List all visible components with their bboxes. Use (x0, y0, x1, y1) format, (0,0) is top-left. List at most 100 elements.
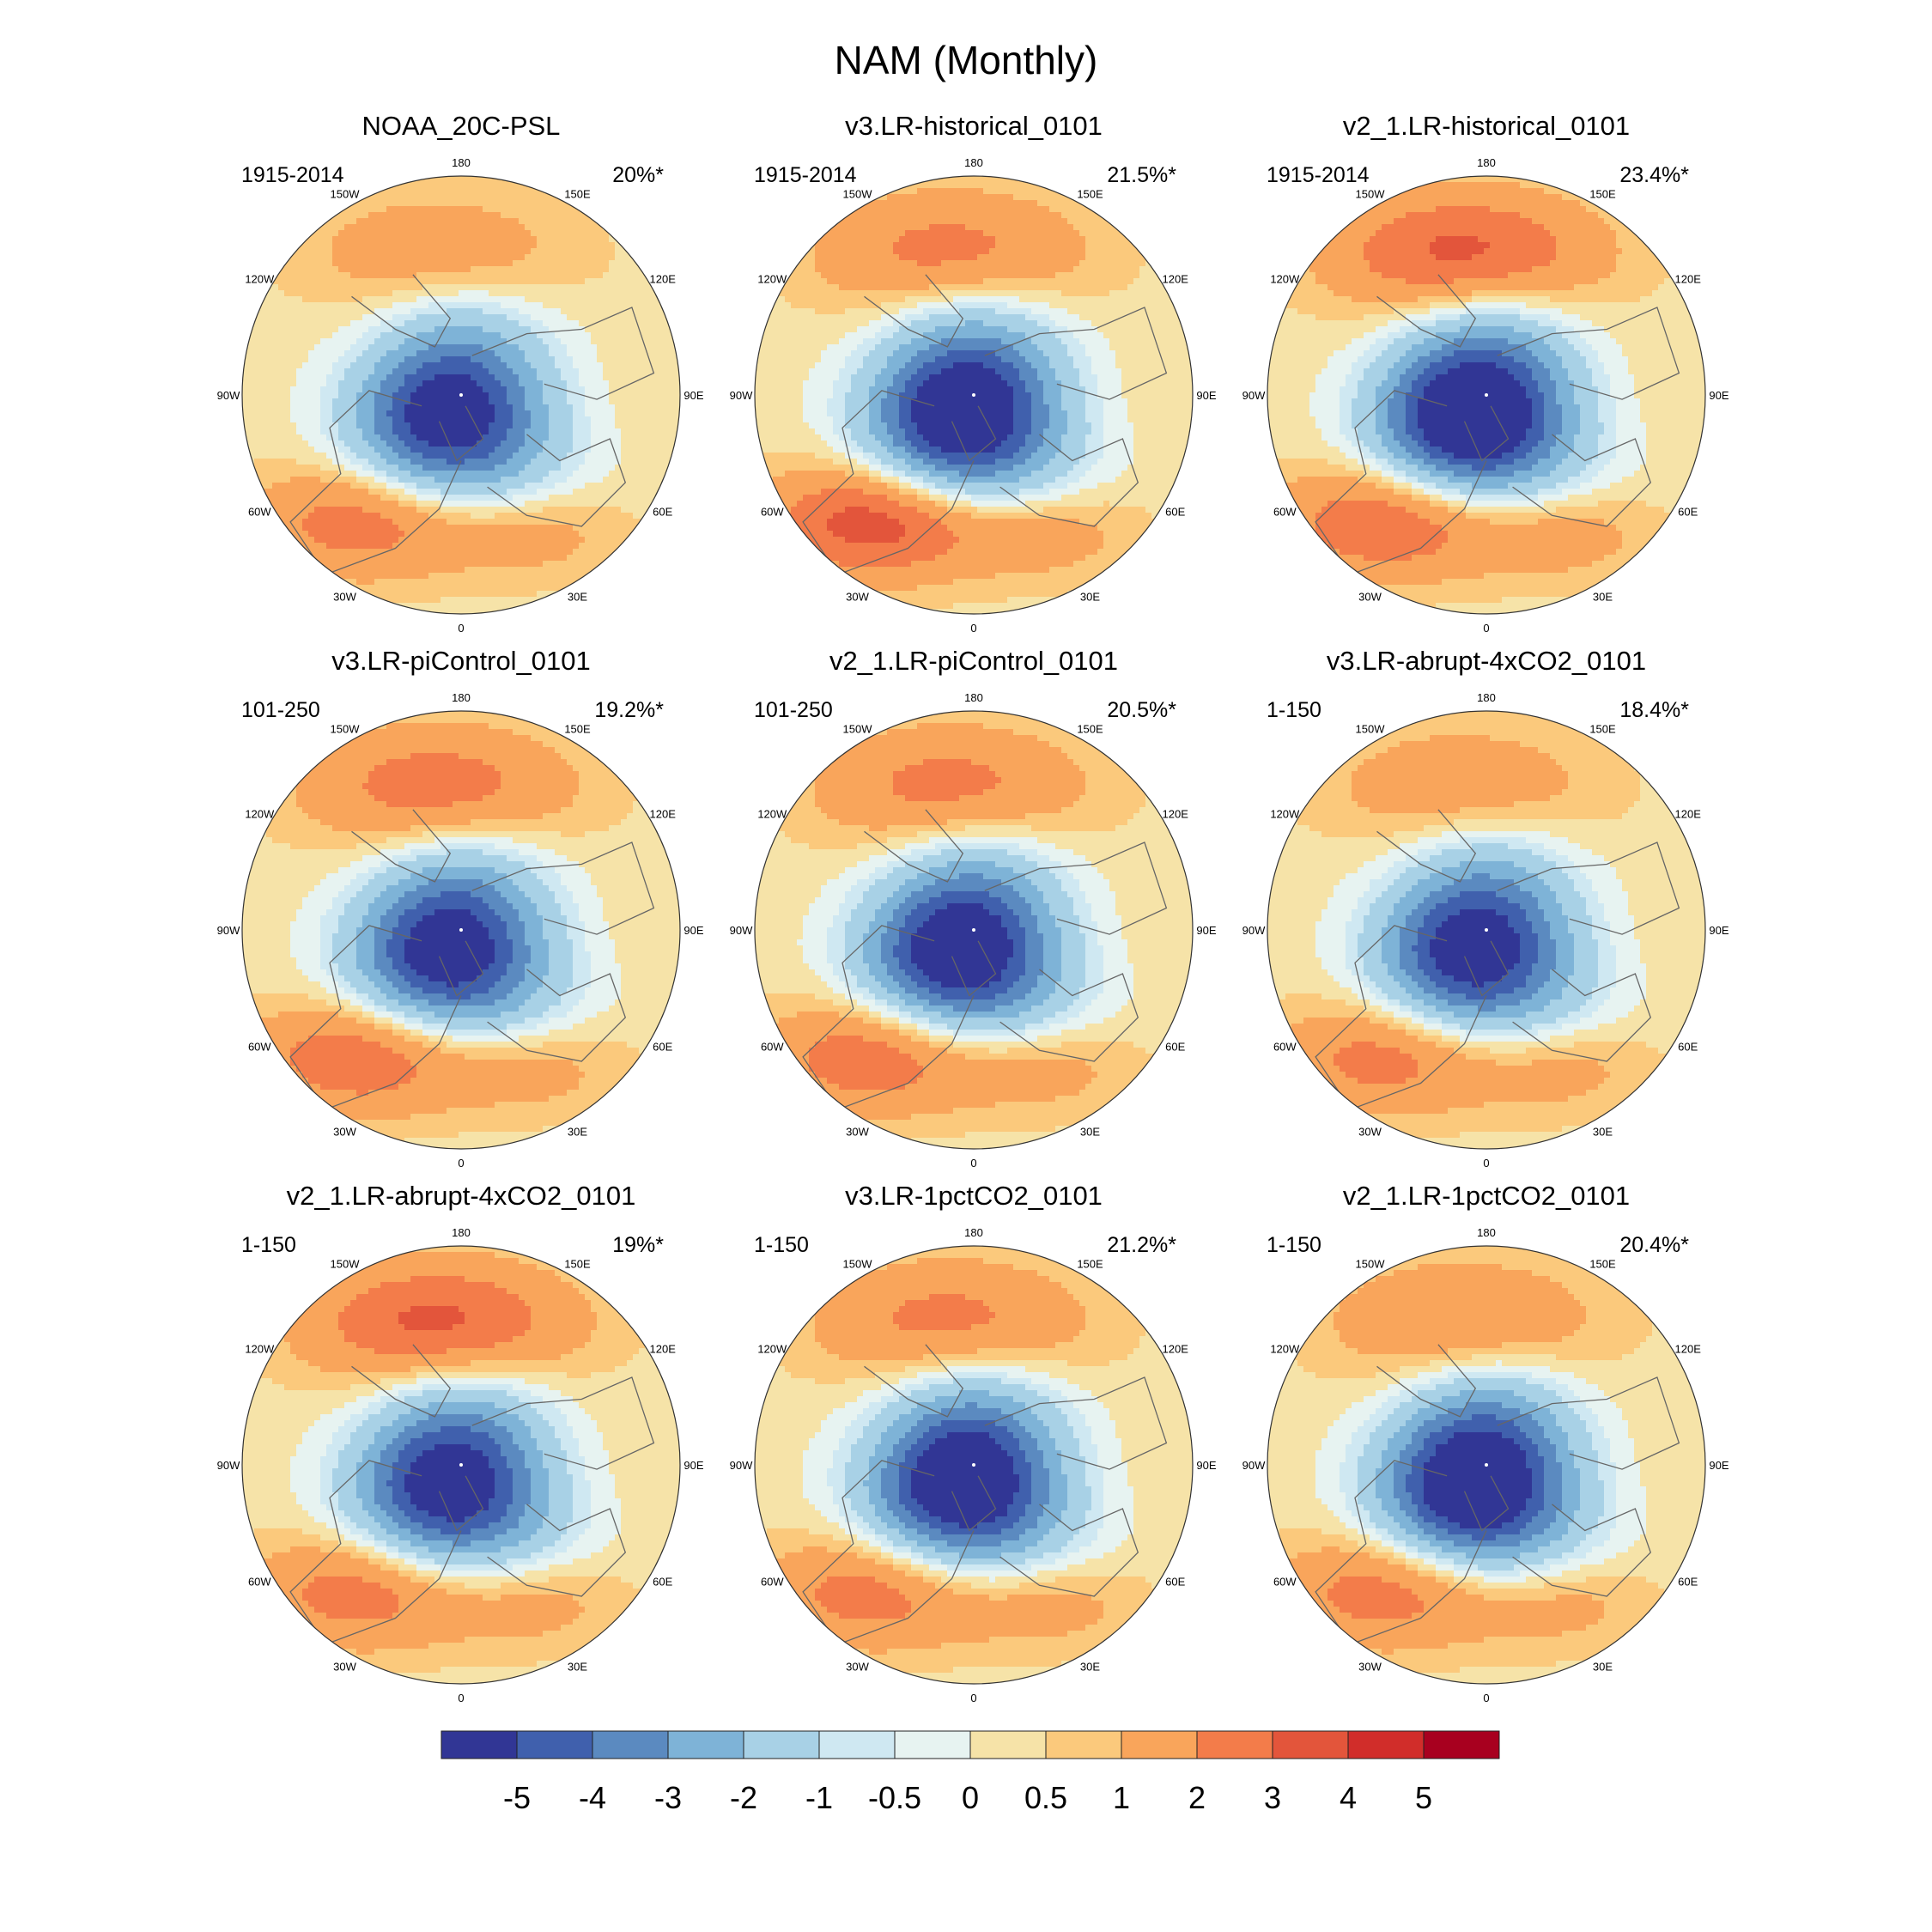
field-cell (428, 338, 435, 345)
field-cell (302, 266, 309, 273)
field-cell (242, 374, 249, 381)
field-cell (513, 362, 519, 369)
field-cell (585, 477, 592, 483)
field-cell (531, 272, 538, 279)
field-cell (917, 230, 924, 237)
field-cell (675, 362, 680, 369)
field-cell (633, 278, 640, 285)
field-cell (941, 254, 948, 261)
coastlines (289, 274, 655, 575)
field-cell (422, 591, 429, 598)
field-cell (338, 543, 345, 550)
field-cell (380, 410, 387, 417)
field-cell (314, 459, 321, 465)
field-cell (531, 603, 538, 610)
field-cell (591, 314, 598, 321)
field-cell (368, 477, 375, 483)
field-cell (947, 254, 954, 261)
field-cell (380, 248, 387, 255)
field-cell (555, 567, 562, 574)
field-cell (633, 410, 640, 417)
field-cell (591, 465, 598, 471)
field-cell (489, 597, 495, 604)
field-cell (495, 380, 501, 387)
field-cell (350, 278, 357, 285)
field-cell (543, 513, 550, 519)
field-cell (302, 477, 309, 483)
field-cell (911, 188, 918, 195)
field-cell (356, 314, 363, 321)
field-cell (537, 398, 544, 405)
field-cell (254, 398, 261, 405)
field-cell (483, 272, 489, 279)
field-cell (380, 525, 387, 532)
field-cell (416, 296, 423, 303)
field-cell (579, 212, 586, 219)
field-cell (368, 386, 375, 393)
field-cell (1049, 212, 1056, 219)
field-cell (513, 176, 519, 183)
field-cell (615, 440, 622, 447)
field-cell (272, 332, 279, 339)
field-cell (350, 314, 357, 321)
field-cell (489, 428, 495, 435)
field-cell (284, 290, 291, 297)
field-cell (561, 453, 568, 459)
field-cell (483, 513, 489, 519)
field-cell (308, 483, 315, 489)
field-cell (278, 368, 285, 375)
field-cell (308, 459, 315, 465)
field-cell (1097, 236, 1104, 243)
field-cell (320, 356, 327, 363)
field-cell (507, 398, 513, 405)
field-cell (663, 326, 670, 333)
field-cell (525, 471, 532, 477)
field-cell (645, 380, 652, 387)
field-cell (296, 266, 303, 273)
field-cell (344, 242, 351, 249)
field-cell (483, 440, 489, 447)
field-cell (1013, 218, 1020, 225)
field-cell (615, 465, 622, 471)
field-cell (579, 314, 586, 321)
field-cell (338, 314, 345, 321)
field-cell (1061, 200, 1068, 207)
field-cell (453, 398, 459, 405)
field-cell (296, 416, 303, 423)
field-cell (392, 248, 399, 255)
field-cell (434, 447, 441, 453)
field-cell (501, 447, 507, 453)
field-cell (519, 525, 526, 532)
field-cell (465, 459, 471, 465)
field-cell (471, 224, 477, 231)
field-cell (302, 543, 309, 550)
field-cell (242, 368, 249, 375)
field-cell (374, 386, 381, 393)
field-cell (404, 471, 411, 477)
field-cell (471, 531, 477, 538)
field-cell (320, 537, 327, 544)
field-cell (983, 224, 990, 231)
field-cell (428, 561, 435, 568)
field-cell (338, 549, 345, 556)
field-cell (386, 302, 393, 309)
field-cell (410, 242, 417, 249)
field-cell (833, 260, 840, 267)
field-cell (362, 537, 369, 544)
field-cell (501, 350, 507, 357)
field-cell (477, 356, 483, 363)
field-cell (302, 465, 309, 471)
field-cell (983, 248, 990, 255)
field-cell (573, 224, 580, 231)
field-cell (380, 549, 387, 556)
field-cell (899, 188, 906, 195)
field-cell (585, 302, 592, 309)
variance-label: 20%* (612, 163, 664, 187)
field-cell (398, 428, 405, 435)
field-cell (507, 459, 513, 465)
field-cell (398, 465, 405, 471)
field-cell (422, 182, 429, 189)
field-cell (434, 537, 441, 544)
field-cell (615, 368, 622, 375)
field-cell (422, 392, 429, 399)
